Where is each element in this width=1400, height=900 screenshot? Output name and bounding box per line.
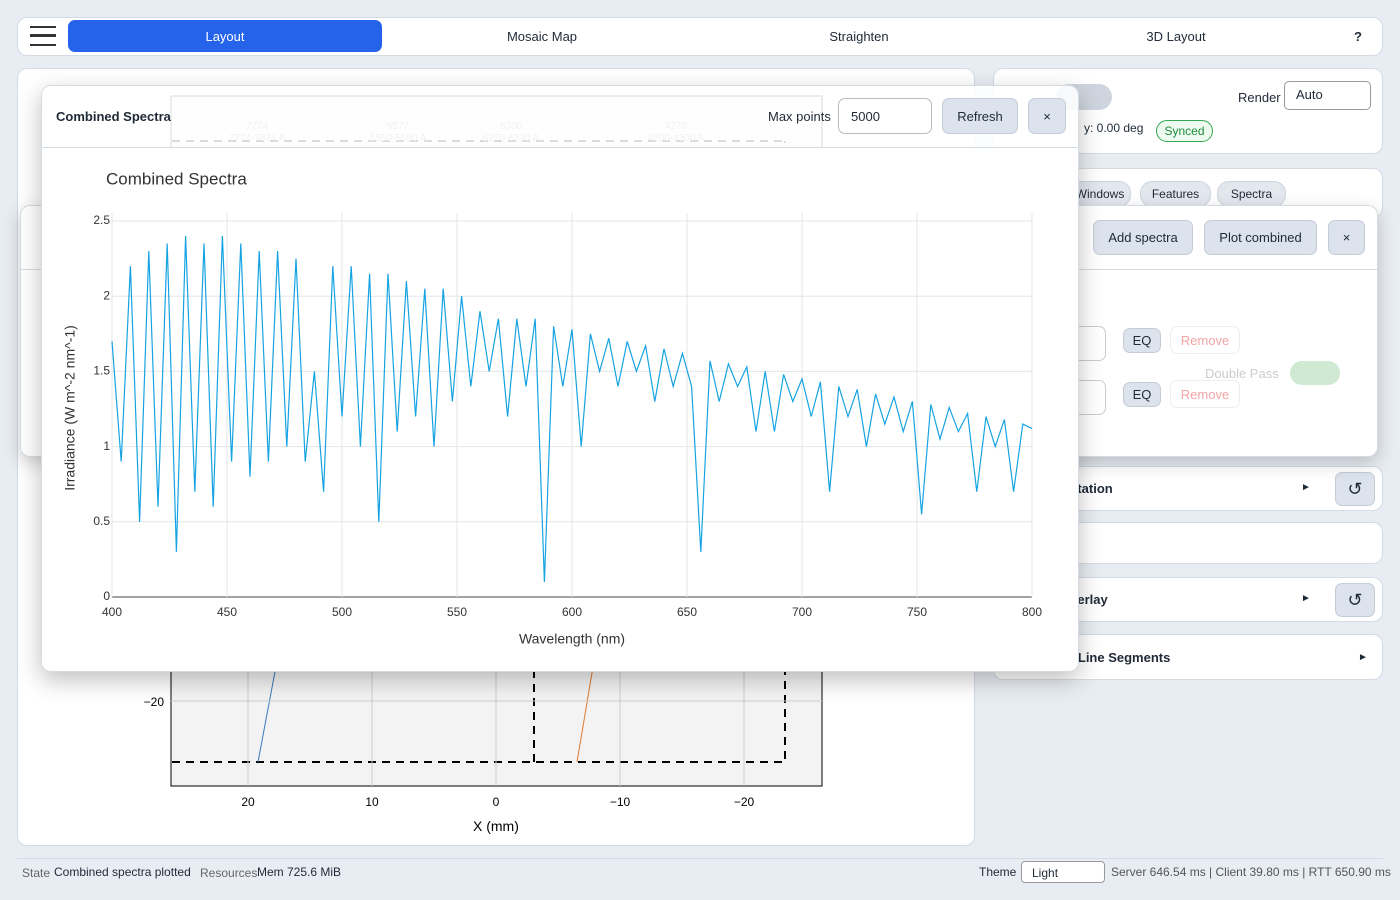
refresh-button[interactable]: Refresh xyxy=(942,98,1018,134)
mem: Mem 725.6 MiB xyxy=(257,865,342,879)
status-divider xyxy=(17,858,1383,859)
max-points-label: Max points xyxy=(768,109,831,124)
combined-spectra-modal: Combined Spectra Max points 5000 Refresh… xyxy=(41,85,1079,672)
modal-title: Combined Spectra xyxy=(56,109,171,124)
tab[interactable]: Straighten xyxy=(829,28,889,44)
chart-title: Combined Spectra xyxy=(106,169,247,188)
y-tick-label: 2.5 xyxy=(93,213,110,227)
nav-bar: Layout Mosaic Map Straighten 3D Layout ? xyxy=(17,17,1383,56)
expand[interactable]: ► xyxy=(1358,652,1368,663)
remove-button[interactable]: Remove xyxy=(1170,326,1240,354)
modal-header: Combined Spectra Max points 5000 Refresh… xyxy=(42,86,1078,148)
y-tick-label: 2 xyxy=(103,288,110,302)
x-tick-label: 600 xyxy=(562,605,582,619)
x-tick-label: 750 xyxy=(907,605,927,619)
timing: Server 646.54 ms | Client 39.80 ms | RTT… xyxy=(1111,865,1391,879)
render-select[interactable]: Auto xyxy=(1284,81,1371,110)
theme-label: Theme xyxy=(979,865,1017,879)
tab[interactable]: 3D Layout xyxy=(1146,28,1206,44)
expand[interactable]: ► xyxy=(1301,482,1311,493)
x-tick-label: 550 xyxy=(447,605,467,619)
remove-button[interactable]: Remove xyxy=(1170,380,1240,408)
x-tick-label: 400 xyxy=(102,605,122,619)
menu-icon[interactable] xyxy=(30,26,56,46)
render-label: Render xyxy=(1238,90,1281,105)
reset-button[interactable]: ↺ xyxy=(1335,583,1375,617)
y-tick-label: 0 xyxy=(103,589,110,603)
x-axis-label: X (mm) xyxy=(473,818,519,834)
spectrum-chart: Combined Spectra Wavelength (nm) Irradia… xyxy=(42,148,1078,671)
x-tick-label: 0 xyxy=(493,795,500,809)
y-tick-label: −20 xyxy=(144,695,165,709)
x-tick-label: 500 xyxy=(332,605,352,619)
tab[interactable]: Spectra xyxy=(1217,181,1286,207)
x-tick-label: 20 xyxy=(241,795,255,809)
expand[interactable]: ► xyxy=(1301,593,1311,604)
y-tick-label: 0.5 xyxy=(93,514,110,528)
x-tick-label: −20 xyxy=(734,795,755,809)
eq-button[interactable]: EQ xyxy=(1123,382,1161,407)
close-button[interactable]: × xyxy=(1328,220,1365,255)
ray xyxy=(576,660,595,763)
max-points-input[interactable]: 5000 xyxy=(838,98,932,134)
rotation-text: y: 0.00 deg xyxy=(1084,121,1144,135)
x-tick-label: 10 xyxy=(365,795,379,809)
tab[interactable]: Features xyxy=(1140,181,1211,207)
state-label: State xyxy=(22,866,51,880)
theme-select[interactable]: Light xyxy=(1021,861,1105,883)
y-axis-label: Irradiance (W m^-2 nm^-1) xyxy=(62,325,78,491)
tab-active[interactable]: Layout xyxy=(68,20,382,52)
x-tick-label: 450 xyxy=(217,605,237,619)
x-axis-label: Wavelength (nm) xyxy=(519,631,625,647)
synced-badge: Synced xyxy=(1156,120,1213,142)
spectrum-line xyxy=(111,236,1033,582)
toggle[interactable] xyxy=(1290,361,1340,385)
double-pass-label: Double Pass xyxy=(1205,366,1279,381)
add-spectra-button[interactable]: Add spectra xyxy=(1093,220,1193,255)
reset-button[interactable]: ↺ xyxy=(1335,472,1375,506)
plot-combined-button[interactable]: Plot combined xyxy=(1204,220,1317,255)
ray xyxy=(257,660,278,763)
eq-button[interactable]: EQ xyxy=(1123,328,1161,353)
x-tick-label: 800 xyxy=(1022,605,1042,619)
x-tick-label: 650 xyxy=(677,605,697,619)
x-tick-label: −10 xyxy=(610,795,631,809)
close-button[interactable]: × xyxy=(1028,98,1066,134)
y-tick-label: 1 xyxy=(103,439,110,453)
tab[interactable]: Windows xyxy=(1069,181,1131,207)
help[interactable]: ? xyxy=(1354,28,1362,44)
tab[interactable]: Mosaic Map xyxy=(506,28,578,44)
y-tick-label: 1.5 xyxy=(93,364,110,378)
x-tick-label: 700 xyxy=(792,605,812,619)
resources-label: Resources xyxy=(200,866,258,880)
state: Combined spectra plotted xyxy=(54,865,191,879)
